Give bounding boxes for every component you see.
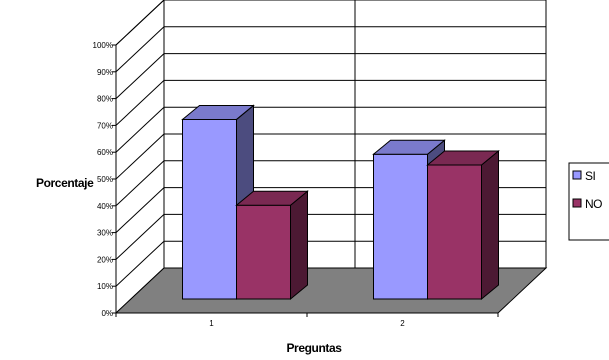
gridline-side (115, 240, 165, 287)
y-tick-label: 30% (97, 229, 113, 238)
gridline-side (115, 80, 165, 126)
y-tick-label: 50% (97, 175, 113, 184)
x-tick-label: 2 (400, 319, 405, 328)
bar-side (481, 149, 499, 301)
legend-swatch-no (572, 198, 582, 208)
gridline-side (115, 187, 165, 233)
x-axis-title: Preguntas (286, 341, 342, 355)
x-tick-label: 1 (209, 319, 214, 328)
gridline-side (115, 106, 165, 153)
bar-top (372, 139, 446, 155)
legend-label-no: NO (585, 197, 602, 211)
y-tick-label: 70% (97, 121, 113, 130)
legend-swatch-si (572, 170, 582, 180)
bar-side (290, 190, 308, 301)
y-tick-label: 0% (101, 309, 113, 318)
gridline-side (115, 53, 165, 99)
gridline-side (115, 0, 165, 46)
y-tick-label: 20% (97, 255, 113, 264)
y-tick-label: 10% (97, 282, 113, 291)
bar-front (182, 118, 237, 300)
bar-top (235, 190, 309, 206)
y-tick-label: 90% (97, 68, 113, 77)
bar-top (426, 150, 500, 166)
y-tick-label: 80% (97, 95, 113, 104)
axes (112, 44, 499, 317)
bar-front (427, 164, 482, 300)
y-axis-title: Porcentaje (36, 176, 94, 190)
legend: SI NO (568, 162, 609, 241)
bar-front (373, 153, 428, 300)
gridline-side (115, 160, 165, 207)
legend-label-si: SI (585, 169, 596, 183)
bar-no-1 (235, 190, 309, 301)
bar-no-2 (426, 149, 500, 301)
gridline-side (115, 26, 165, 73)
y-tick-label: 100% (93, 41, 113, 50)
y-tick-label: 40% (97, 202, 113, 211)
y-tick-label: 60% (97, 148, 113, 157)
gridline-side (115, 133, 165, 180)
y-tick-labels: 0% 10% 20% 30% 40% 50% 60% 70% 80% 90% 100% (93, 41, 113, 318)
bar-front (236, 204, 291, 300)
bar-top (181, 104, 255, 120)
gridline-side (115, 214, 165, 260)
bars (181, 104, 500, 301)
